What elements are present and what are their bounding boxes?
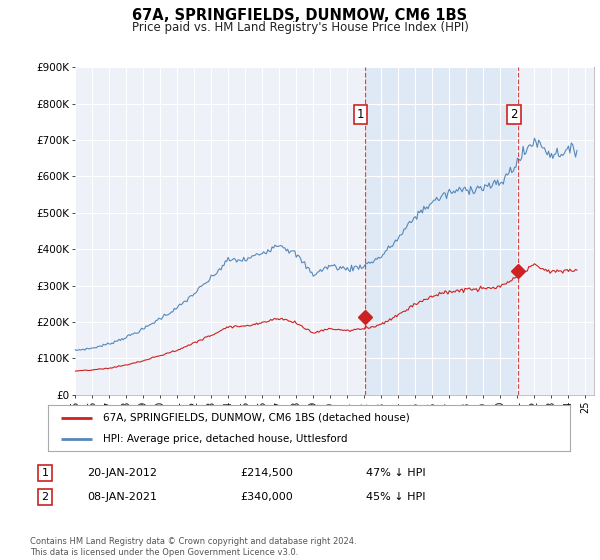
- Text: HPI: Average price, detached house, Uttlesford: HPI: Average price, detached house, Uttl…: [103, 435, 347, 444]
- Text: 2: 2: [41, 492, 49, 502]
- Text: £340,000: £340,000: [240, 492, 293, 502]
- Text: £214,500: £214,500: [240, 468, 293, 478]
- Text: 1: 1: [357, 108, 364, 121]
- Text: Contains HM Land Registry data © Crown copyright and database right 2024.
This d: Contains HM Land Registry data © Crown c…: [30, 537, 356, 557]
- Bar: [365, 67, 518, 395]
- Text: 20-JAN-2012: 20-JAN-2012: [87, 468, 157, 478]
- Text: 67A, SPRINGFIELDS, DUNMOW, CM6 1BS: 67A, SPRINGFIELDS, DUNMOW, CM6 1BS: [133, 8, 467, 24]
- Text: 1: 1: [41, 468, 49, 478]
- Text: 2: 2: [510, 108, 518, 121]
- Text: 08-JAN-2021: 08-JAN-2021: [87, 492, 157, 502]
- Text: 47% ↓ HPI: 47% ↓ HPI: [366, 468, 425, 478]
- Text: 67A, SPRINGFIELDS, DUNMOW, CM6 1BS (detached house): 67A, SPRINGFIELDS, DUNMOW, CM6 1BS (deta…: [103, 413, 410, 423]
- Text: Price paid vs. HM Land Registry's House Price Index (HPI): Price paid vs. HM Land Registry's House …: [131, 21, 469, 34]
- Text: 45% ↓ HPI: 45% ↓ HPI: [366, 492, 425, 502]
